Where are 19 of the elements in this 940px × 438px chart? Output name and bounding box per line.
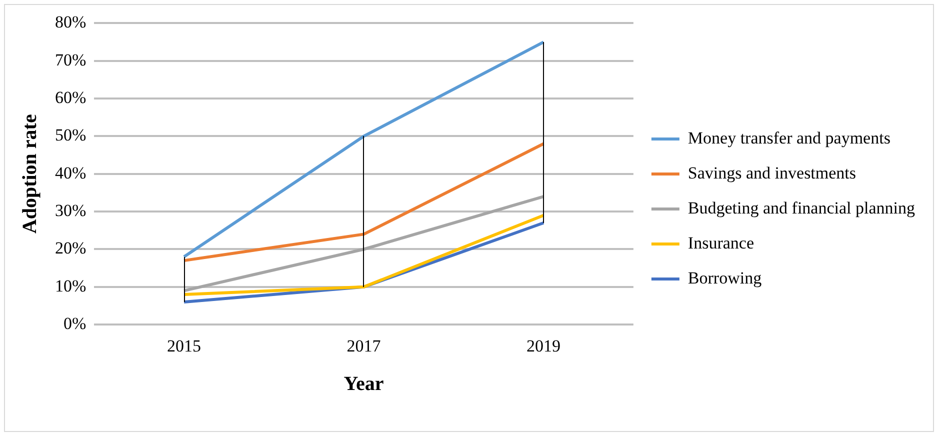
y-tick-label: 70%: [54, 50, 86, 70]
y-tick-label: 80%: [54, 12, 86, 32]
legend-label: Borrowing: [688, 268, 762, 288]
y-tick-label: 60%: [54, 88, 86, 108]
legend-label: Money transfer and payments: [688, 128, 890, 148]
legend-label: Insurance: [688, 233, 754, 252]
y-axis-title: Adoption rate: [19, 114, 42, 234]
legend-label: Savings and investments: [688, 163, 856, 182]
x-tick-label: 2015: [167, 336, 202, 356]
y-tick-label: 30%: [54, 201, 86, 220]
y-tick-label: 0%: [63, 314, 86, 334]
legend-label: Budgeting and financial planning: [688, 198, 916, 218]
y-tick-label: 10%: [54, 276, 86, 296]
x-tick-label: 2019: [526, 336, 561, 356]
y-tick-label: 20%: [54, 238, 86, 258]
y-tick-label: 50%: [54, 126, 86, 145]
y-tick-label: 40%: [54, 163, 86, 182]
x-tick-label: 2017: [346, 336, 382, 356]
x-axis-title: Year: [344, 373, 384, 396]
